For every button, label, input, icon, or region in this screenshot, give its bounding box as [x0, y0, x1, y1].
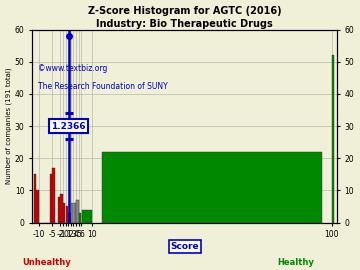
- Bar: [102, 152, 322, 222]
- X-axis label: Score: Score: [170, 242, 199, 251]
- Bar: [58, 197, 60, 222]
- Text: Unhealthy: Unhealthy: [22, 258, 71, 266]
- Text: ©www.textbiz.org: ©www.textbiz.org: [38, 64, 108, 73]
- Bar: [33, 174, 36, 222]
- Bar: [73, 203, 76, 222]
- Bar: [63, 203, 66, 222]
- Bar: [66, 207, 68, 222]
- Bar: [79, 213, 81, 222]
- Bar: [50, 174, 52, 222]
- Bar: [68, 213, 71, 222]
- Bar: [76, 200, 79, 222]
- Bar: [332, 55, 334, 222]
- Bar: [36, 190, 39, 222]
- Text: Healthy: Healthy: [277, 258, 314, 266]
- Y-axis label: Number of companies (191 total): Number of companies (191 total): [5, 68, 12, 184]
- Title: Z-Score Histogram for AGTC (2016)
Industry: Bio Therapeutic Drugs: Z-Score Histogram for AGTC (2016) Indust…: [88, 6, 282, 29]
- Bar: [52, 168, 55, 222]
- Text: 1.2366: 1.2366: [51, 122, 86, 130]
- Bar: [71, 203, 73, 222]
- Bar: [82, 210, 92, 222]
- Text: The Research Foundation of SUNY: The Research Foundation of SUNY: [38, 82, 168, 91]
- Bar: [60, 194, 63, 222]
